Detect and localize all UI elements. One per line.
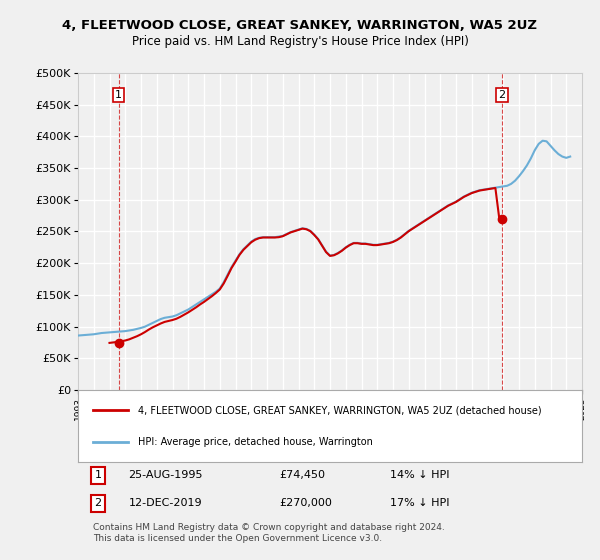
Text: 25-AUG-1995: 25-AUG-1995 [128, 470, 203, 480]
Text: 14% ↓ HPI: 14% ↓ HPI [391, 470, 450, 480]
Text: £74,450: £74,450 [280, 470, 326, 480]
Text: Contains HM Land Registry data © Crown copyright and database right 2024.
This d: Contains HM Land Registry data © Crown c… [93, 523, 445, 543]
Text: HPI: Average price, detached house, Warrington: HPI: Average price, detached house, Warr… [139, 437, 373, 446]
Text: 4, FLEETWOOD CLOSE, GREAT SANKEY, WARRINGTON, WA5 2UZ (detached house): 4, FLEETWOOD CLOSE, GREAT SANKEY, WARRIN… [139, 405, 542, 415]
Text: 4, FLEETWOOD CLOSE, GREAT SANKEY, WARRINGTON, WA5 2UZ: 4, FLEETWOOD CLOSE, GREAT SANKEY, WARRIN… [62, 18, 538, 32]
Text: 1: 1 [95, 470, 101, 480]
Text: 2: 2 [95, 498, 102, 508]
Text: 17% ↓ HPI: 17% ↓ HPI [391, 498, 450, 508]
Text: 2: 2 [499, 90, 505, 100]
Text: £270,000: £270,000 [280, 498, 332, 508]
Text: Price paid vs. HM Land Registry's House Price Index (HPI): Price paid vs. HM Land Registry's House … [131, 35, 469, 49]
Text: 12-DEC-2019: 12-DEC-2019 [128, 498, 202, 508]
Text: 1: 1 [115, 90, 122, 100]
